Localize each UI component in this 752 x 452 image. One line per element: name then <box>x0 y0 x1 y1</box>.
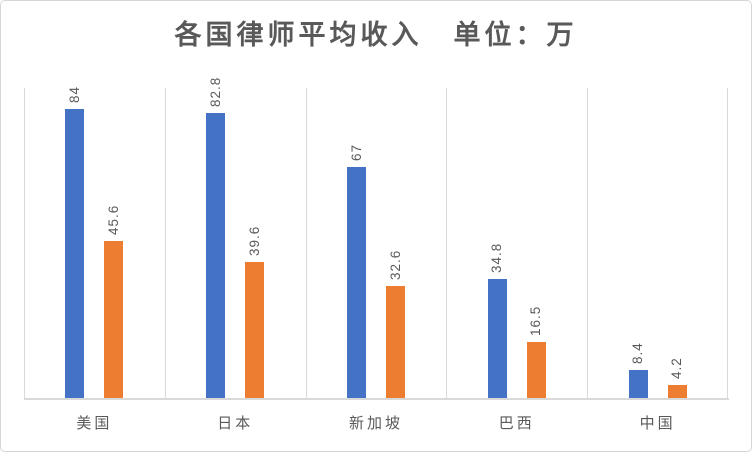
bar-value-label: 32.6 <box>387 250 403 281</box>
gridline <box>24 88 25 399</box>
bar-value-label: 45.6 <box>105 205 121 236</box>
bar-value-label: 67 <box>348 144 364 162</box>
bar-series-2 <box>386 286 405 399</box>
bar-value-label: 82.8 <box>207 76 223 107</box>
category-label: 中国 <box>639 415 676 432</box>
plot-area: 84 45.6 82.8 39.6 67 32.6 34.8 16.5 8.4 4.2 <box>24 77 728 399</box>
category-label: 巴西 <box>498 415 535 432</box>
gridline <box>727 88 728 399</box>
bar-series-2 <box>245 262 265 399</box>
bar-series-2 <box>104 241 124 399</box>
bar-series-1 <box>65 108 85 399</box>
bar-series-2 <box>667 384 687 399</box>
x-axis-line <box>24 398 729 400</box>
bar-series-2 <box>526 341 546 399</box>
bar-series-1 <box>347 167 366 399</box>
category-label: 美国 <box>76 415 113 432</box>
gridline <box>587 88 588 399</box>
bar-series-1 <box>206 112 226 399</box>
bar-value-label: 39.6 <box>246 225 262 257</box>
category-label: 新加坡 <box>348 415 403 432</box>
gridline <box>306 88 307 399</box>
bar-value-label: 8.4 <box>630 342 646 364</box>
bar-value-label: 4.2 <box>669 356 685 379</box>
bar-value-label: 16.5 <box>528 305 544 336</box>
bar-series-1 <box>487 278 507 399</box>
bar-value-label: 34.8 <box>489 242 505 273</box>
gridline <box>446 88 447 399</box>
bar-series-1 <box>628 369 648 399</box>
bar-value-label: 84 <box>66 85 82 103</box>
chart-title: 各国律师平均收入 单位：万 <box>174 20 578 50</box>
category-label: 日本 <box>217 415 254 432</box>
gridline <box>165 88 166 399</box>
